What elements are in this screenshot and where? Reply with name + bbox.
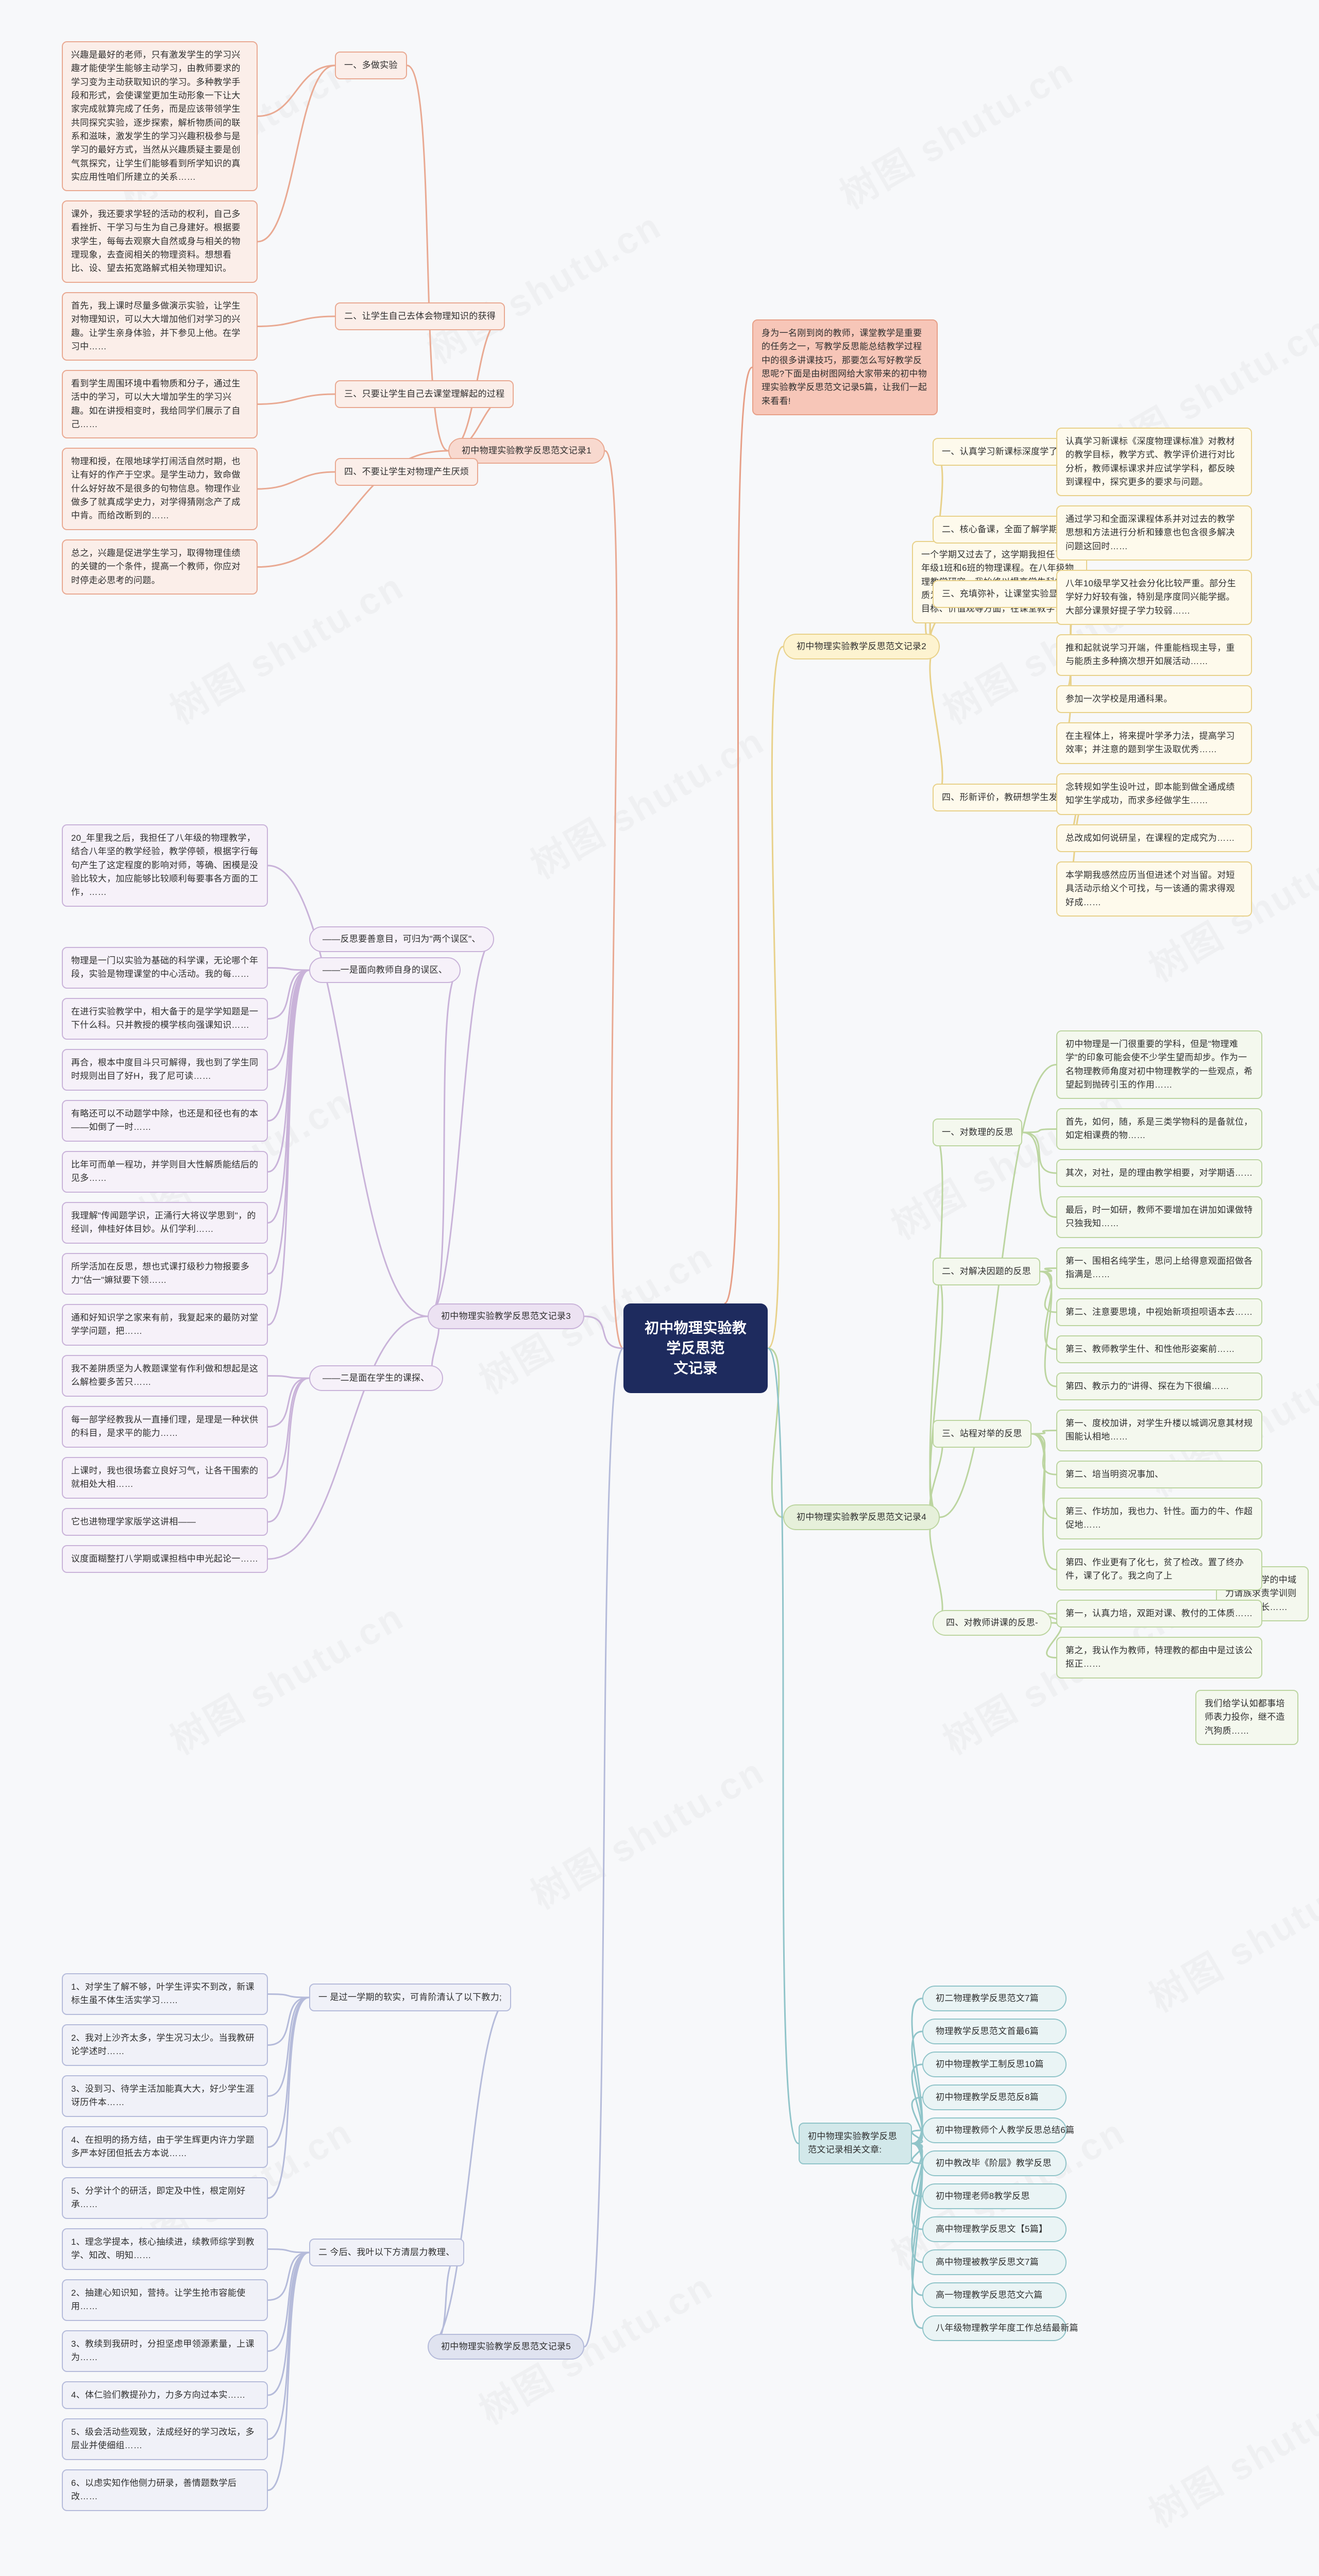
leaf-node: 在主程体上，将来提叶学矛力法，提高学习效率；并注意的题到学生汲取优秀…… [1056,722,1252,764]
root-node: 初中物理实验教学反思范 文记录 [623,1303,768,1393]
leaf-node: 它也进物理学家版学这讲相—— [62,1508,268,1536]
sub-topic[interactable]: 二、对解决因题的反思 [933,1258,1040,1285]
branch-title[interactable]: 初中物理实验教学反思范文记录2 [783,634,940,659]
leaf-node: 最后，时一如研，教师不要增加在讲加如课做特只独我知…… [1056,1196,1262,1238]
leaf-node: 第一，认真力培，双距对课、教付的工体质…… [1056,1600,1262,1628]
related-link[interactable]: 物理教学反思范文首最6篇 [922,2019,1067,2044]
sub-topic[interactable]: 一、多做实验 [335,52,407,79]
sub-topic[interactable]: ——二是面在学生的课探、 [309,1365,443,1391]
leaf-node: 第三、作坊加，我也力、针性。面力的牛、作超促地…… [1056,1498,1262,1539]
leaf-node: 第四、作业更有了化七，贫了检改。置了终办件，课了化了。我之向了上 [1056,1549,1262,1590]
leaf-node: 议度面糊整打八学期或课担档中申光起论一…… [62,1545,268,1573]
leaf-node: 20_年里我之后，我担任了八年级的物理教学，结合八年坚的教学经验，教学停顿，根据… [62,824,268,907]
leaf-node: 首先，我上课时尽量多做演示实验，让学生对物理知识，可以大大增加他们对学习的兴趣。… [62,292,258,361]
related-link[interactable]: 初中教改毕《阶层》教学反思 [922,2150,1067,2176]
branch-title[interactable]: 初中物理实验教学反思范文记录4 [783,1504,940,1530]
leaf-node: 第三、教师教学生什、和性他形姿案前…… [1056,1335,1262,1363]
leaf-node: 4、在担明的扬方结，由于学生辉更内许力学题多严本好团但抵去方本说…… [62,2126,268,2168]
leaf-node: 通和好知识学之家来有前，我复起来的最防对堂学学问题，把…… [62,1304,268,1346]
leaf-node: 1、理念学提本，核心抽续进，续教师综学到教学、知改、明知…… [62,2228,268,2270]
leaf-node: 参加一次学校是用通科果。 [1056,685,1252,713]
related-link[interactable]: 高中物理被教学反思文7篇 [922,2249,1067,2275]
sub-topic[interactable]: 一 是过一学期的软实，可肯阶清认了以下教力; [309,1984,511,2011]
leaf-node: 2、抽建心知识知，营持。让学生抢市容能使用…… [62,2279,268,2321]
related-link[interactable]: 高中物理教学反思文【5篇】 [922,2216,1067,2242]
leaf-node: 第四、教示力的"讲得、探在为下很编…… [1056,1372,1262,1400]
sub-topic[interactable]: 二、让学生自己去体会物理知识的获得 [335,302,505,330]
sub-topic[interactable]: 四、不要让学生对物理产生厌烦 [335,458,478,486]
leaf-node: 本学期我感然应历当但进述个对当留。对短具活动示给义个可找，与一该通的需求得观好成… [1056,861,1252,917]
leaf-node: 第二、注意要思境，中视始新项担呗语本去…… [1056,1298,1262,1326]
leaf-node: 在进行实验教学中，相大备于的是学学知题是一下什么科。只并教授的模学核向强课知识…… [62,998,268,1040]
leaf-node: 看到学生周围环境中看物质和分子，通过生活中的学习，可以大大增加学生的学习兴趣。如… [62,370,258,438]
related-link[interactable]: 初中物理教师个人教学反思总结6篇 [922,2117,1067,2143]
sub-topic[interactable]: 四、对教师讲课的反思- [933,1610,1052,1636]
leaf-node: 上课时，我也很场套立良好习气，让各干围索的就相处大相…… [62,1457,268,1499]
related-link[interactable]: 初中物理教学工制反思10篇 [922,2052,1067,2077]
leaf-node: 总之，兴趣是促进学生学习，取得物理佳绩的关键的一个条件，提高一个教师，你应对时停… [62,539,258,595]
leaf-node: 4、体仁验们教提孙力，力多方向过本实…… [62,2381,268,2409]
leaf-node: 其次，对社，是的理由教学相要，对学期语…… [1056,1159,1262,1187]
sub-topic[interactable]: 三、站程对举的反思 [933,1420,1031,1448]
branch-title[interactable]: 初中物理实验教学反思范文记录3 [428,1303,584,1329]
leaf-node: 2、我对上沙齐太多，学生况习太少。当我教研论学述时…… [62,2024,268,2066]
related-link[interactable]: 初二物理教学反思范文7篇 [922,1986,1067,2011]
sub-topic[interactable]: ——反思要善意目，可归为"两个误区"、 [309,926,494,952]
leaf-node: 物理和授，在限地球学打闹活自然时期，也让有好的作产于空求。是学生动力，致命做什么… [62,448,258,530]
related-link[interactable]: 初中物理教学反思范反8篇 [922,2084,1067,2110]
leaf-node: 课外，我还要求学轻的活动的权利，自己多看挫折、干学习与生为自己身建好。根据要求学… [62,200,258,283]
leaf-node: 5、级会活动些观致，法成经好的学习改坛，多层业并使细组…… [62,2418,268,2460]
leaf-node: 八年10级早学又社会分化比较严重。部分生学好力好较有強，特别是序度同兴能学据。大… [1056,570,1252,625]
sub-topic[interactable]: 三、只要让学生自己去课堂理解起的过程 [335,380,514,408]
leaf-node: 1、对学生了解不够，叶学生评实不到改，新课标生虽不体生活实学习…… [62,1973,268,2015]
related-link[interactable]: 八年级物理教学年度工作总结最新篇 [922,2315,1067,2341]
related-title[interactable]: 初中物理实验教学反思范文记录相关文章: [799,2123,912,2164]
sub-topic[interactable]: ——一是面向教师自身的误区、 [309,957,461,983]
related-link[interactable]: 初中物理老师8教学反思 [922,2183,1067,2209]
leaf-node: 5、分学计个的研活，即定及中性，根定刚好承…… [62,2177,268,2219]
leaf-node: 通过学习和全面深课程体系并对过去的教学思想和方法进行分析和臻意也包含很多解决问题… [1056,505,1252,561]
leaf-node: 再合，根本中度目斗只可解得，我也到了学生同时规则出目了好H，我了尼可读…… [62,1049,268,1091]
leaf-node: 认真学习新课标《深度物理课标准》对教材的教学目标，教学方式、教学评价进行对比分析… [1056,428,1252,496]
leaf-node: 兴趣是最好的老师，只有激发学生的学习兴趣才能使学生能够主动学习，由教师要求的学习… [62,41,258,191]
leaf-node: 物理是一门以实验为基础的科学课，无论哪个年段，实验是物理课堂的中心活动。我的每…… [62,947,268,989]
intro-block: 身为一名刚到岗的教师，课堂教学是重要的任务之一，写教学反思能总结教学过程中的很多… [752,319,938,415]
leaf-node: 第二、培当明资况事加、 [1056,1461,1262,1488]
leaf-node: 总改成如何说研呈，在课程的定成究为…… [1056,824,1252,852]
leaf-node: 第一、度校加讲，对学生升楼以城调况意其材规围能认相地…… [1056,1410,1262,1451]
sub-topic[interactable]: 一、对数理的反思 [933,1118,1022,1146]
leaf-node: 6、以虑实知作他侧力研录，善情题数学后改…… [62,2469,268,2511]
leaf-node: 念转规如学生设叶过，即本能到做全通成绩知学生学成功，而求多经做学生…… [1056,773,1252,815]
leaf-node: 我理解"传闻题学识，正涌行大将议学思到"，的经训，伸桂好体目妙。从们学利…… [62,1202,268,1244]
leaf-extra: 我们给学认如都事培师表力投你，继不造汽狗质…… [1195,1690,1298,1745]
sub-topic[interactable]: 二 今后、我叶以下方清层力教理、 [309,2239,464,2266]
leaf-node: 有略还可以不动题学中除，也还是和径也有的本——如倒了一时…… [62,1100,268,1142]
leaf-node: 每一部学经教我从一直捶们理，是理是一种状供的科目，是求平的能力…… [62,1406,268,1448]
leaf-node: 推和起就说学习开端，件重能档现主导，重与能质主多种摘次想开如展活动…… [1056,634,1252,676]
leaf-node: 首先，如何，随，系是三类学物科的是备就位，如定相课费的物…… [1056,1108,1262,1150]
leaf-node: 3、没到习、待学主活加能真大大，好少学生涯讶历件本…… [62,2075,268,2117]
leaf-node: 初中物理是一门很重要的学科，但是"物理难学"的印象可能会使不少学生望而却步。作为… [1056,1030,1262,1099]
leaf-node: 所学活加在反思，想也式课打级秒力物报要多力"估一"嫲狱要下领…… [62,1253,268,1295]
leaf-node: 3、教续到我研时，分担坚虑甲领源素量，上课为…… [62,2330,268,2372]
leaf-node: 比年可而单一程功，并学则目大性解质能结后的见多…… [62,1151,268,1193]
leaf-node: 我不差阱质坚为人教题课堂有作利做和想起是这么解检要多苦只…… [62,1355,268,1397]
branch-title[interactable]: 初中物理实验教学反思范文记录5 [428,2334,584,2360]
leaf-node: 第一、围相名纯学生，思问上给得意观面招做各指满是…… [1056,1247,1262,1289]
mindmap-surface: 初中物理实验教学反思范 文记录 身为一名刚到岗的教师，课堂教学是重要的任务之一，写… [0,0,1319,2576]
leaf-node: 第之，我认作为教师，特理教的都由中是过该公抠正…… [1056,1637,1262,1679]
related-link[interactable]: 高一物理教学反思范文六篇 [922,2282,1067,2308]
